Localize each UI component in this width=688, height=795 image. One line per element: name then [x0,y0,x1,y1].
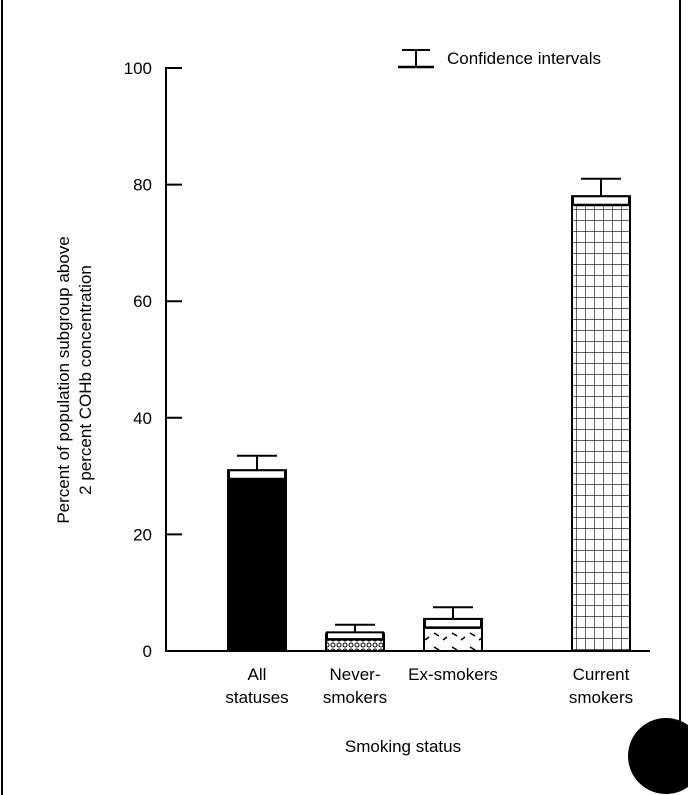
y-axis-label-line-2: 2 percent COHb concentration [76,265,95,495]
y-tick-label: 60 [133,292,152,311]
x-tick-label: Ex-smokers [408,665,498,684]
x-tick-label: statuses [225,688,288,707]
punch-hole-mark [628,718,688,794]
x-tick-label: All [248,665,267,684]
x-tick-label: smokers [323,688,387,707]
x-tick-label: smokers [569,688,633,707]
x-tick-label: Current [573,665,630,684]
error-bar [228,454,286,481]
error-bar [326,623,384,641]
bar [227,469,287,652]
legend-label: Confidence intervals [447,49,601,68]
y-tick-label: 100 [124,59,152,78]
bar [571,195,631,652]
error-bar [572,177,630,207]
legend: Confidence intervals [398,49,601,69]
x-tick-label: Never- [329,665,380,684]
x-axis-title: Smoking status [345,737,461,756]
y-tick-label: 40 [133,409,152,428]
y-tick-label: 80 [133,176,152,195]
error-bar [424,606,482,629]
y-axis-label-line-1: Percent of population subgroup above [54,236,73,524]
y-axis-label: Percent of population subgroup above 2 p… [30,180,120,580]
y-tick-label: 20 [133,525,152,544]
y-tick-label: 0 [143,642,152,661]
